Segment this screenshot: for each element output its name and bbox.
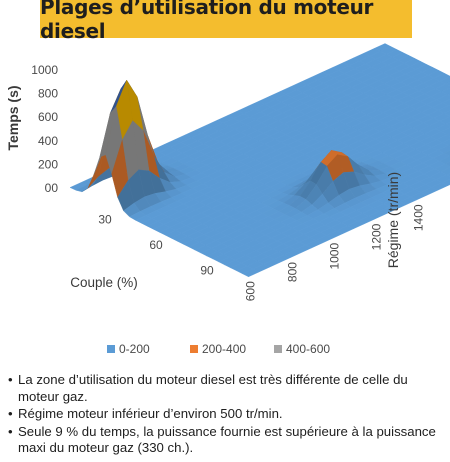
z-tick-label: 400 xyxy=(38,134,58,148)
title-banner: Plages d’utilisation du moteur diesel xyxy=(40,0,412,43)
x-axis-title: Couple (%) xyxy=(70,275,138,290)
surface-cell xyxy=(446,93,450,97)
legend-label-400-600: 400-600 xyxy=(286,342,330,356)
legend-swatch-0-200 xyxy=(107,345,115,353)
y-tick-label: 1000 xyxy=(328,243,342,270)
note-item: Seule 9 % du temps, la puissance fournie… xyxy=(8,424,444,457)
x-tick-label: 60 xyxy=(149,238,163,252)
legend: 0-200 200-400 400-600 xyxy=(107,342,330,356)
z-axis-title: Temps (s) xyxy=(5,85,21,150)
legend-swatch-400-600 xyxy=(274,345,282,353)
surface-area xyxy=(69,43,450,278)
x-tick-label: 90 xyxy=(200,264,214,278)
z-tick-label: 00 xyxy=(45,181,59,195)
legend-swatch-200-400 xyxy=(190,345,198,353)
legend-label-0-200: 0-200 xyxy=(119,342,150,356)
z-tick-label: 1000 xyxy=(31,63,58,77)
y-axis-title: Régime (tr/min) xyxy=(385,172,401,268)
z-tick-label: 600 xyxy=(38,110,58,124)
surface-cell xyxy=(242,268,260,278)
surface-cell xyxy=(446,133,450,137)
surface-cell xyxy=(446,172,450,177)
y-axis-ticks: 600800100012001400160018002000 xyxy=(244,204,426,301)
chart-title: Plages d’utilisation du moteur diesel xyxy=(40,0,374,43)
z-axis-ticks: 00 200 400 600 800 1000 xyxy=(31,63,58,195)
z-tick-label: 800 xyxy=(38,87,58,101)
y-tick-label: 800 xyxy=(286,262,300,282)
x-tick-label: 30 xyxy=(98,213,112,227)
y-tick-label: 1200 xyxy=(370,223,384,250)
note-item: Régime moteur inférieur d’environ 500 tr… xyxy=(8,406,444,423)
y-tick-label: 1400 xyxy=(412,204,426,231)
surface-chart: 00 200 400 600 800 1000 30 60 90 600 800 1000 1200… xyxy=(5,43,450,356)
notes-list: La zone d’utilisation du moteur diesel e… xyxy=(8,372,444,458)
note-item: La zone d’utilisation du moteur diesel e… xyxy=(8,372,444,405)
x-axis-ticks: 30 60 90 xyxy=(98,213,214,278)
y-tick-label: 600 xyxy=(244,281,258,301)
legend-label-200-400: 200-400 xyxy=(202,342,246,356)
z-tick-label: 200 xyxy=(38,157,58,171)
